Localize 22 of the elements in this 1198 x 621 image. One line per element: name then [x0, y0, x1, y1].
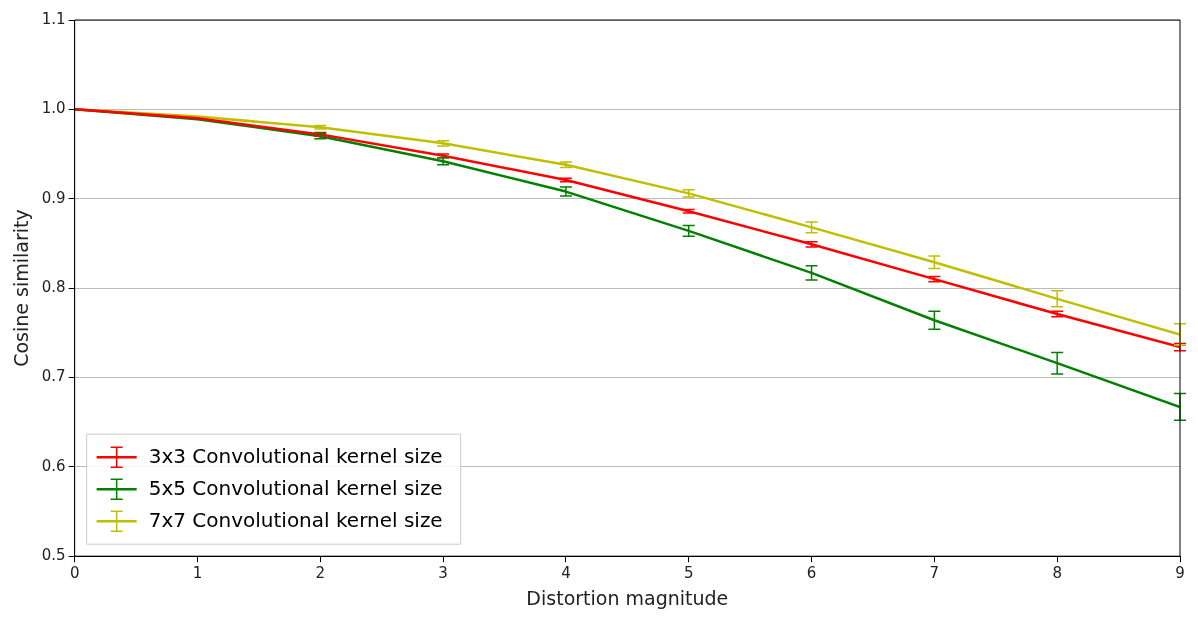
y-tick-label: 1.0	[41, 99, 66, 118]
x-axis-title: Distortion magnitude	[526, 586, 729, 609]
x-tick-label: 7	[929, 564, 940, 583]
x-tick-label: 1	[192, 564, 203, 583]
y-tick-label: 0.6	[41, 456, 66, 475]
x-tick-label: 2	[315, 564, 326, 583]
y-tick-label: 0.8	[41, 277, 66, 296]
y-tick-label: 1.1	[41, 9, 66, 28]
legend-label: 3x3 Convolutional kernel size	[148, 444, 443, 469]
y-axis-title: Cosine similarity	[10, 209, 33, 367]
x-tick-label: 9	[1175, 564, 1185, 583]
y-tick-label: 0.7	[41, 367, 66, 386]
legend-label: 7x7 Convolutional kernel size	[148, 508, 443, 533]
y-tick-label: 0.9	[41, 188, 66, 207]
x-tick-label: 5	[683, 564, 694, 583]
x-tick-label: 8	[1052, 564, 1062, 583]
x-tick-label: 6	[806, 564, 817, 583]
x-tick-label: 0	[69, 564, 80, 583]
y-tick-label: 0.5	[41, 546, 66, 565]
legend-label: 5x5 Convolutional kernel size	[148, 476, 443, 501]
x-tick-label: 4	[561, 564, 571, 583]
x-tick-label: 3	[438, 564, 448, 583]
